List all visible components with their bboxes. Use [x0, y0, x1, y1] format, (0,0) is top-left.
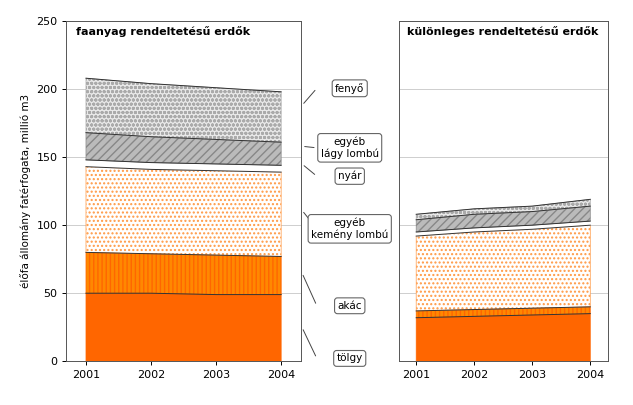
Y-axis label: élőfa állomány fatérfogata, millió m3: élőfa állomány fatérfogata, millió m3 [20, 94, 31, 288]
Text: faanyag rendeltetésű erdők: faanyag rendeltetésű erdők [76, 26, 250, 37]
Text: nyár: nyár [338, 171, 361, 181]
Text: akác: akác [337, 301, 362, 311]
Text: egyéb
lágy lombú: egyéb lágy lombú [321, 136, 379, 159]
Text: egyéb
kemény lombú: egyéb kemény lombú [311, 217, 389, 240]
Text: különleges rendeltetésű erdők: különleges rendeltetésű erdők [407, 26, 599, 37]
Text: fenyő: fenyő [335, 83, 365, 94]
Text: tölgy: tölgy [337, 354, 363, 363]
